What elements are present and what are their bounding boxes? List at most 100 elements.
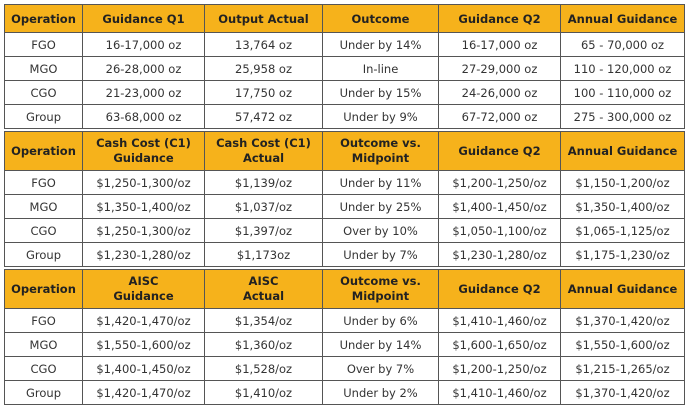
header-cell: Outcome bbox=[322, 4, 439, 33]
table-cell: $1,250-1,300/oz bbox=[82, 170, 205, 195]
table-cell: 27-29,000 oz bbox=[438, 56, 561, 81]
table-cell: Group bbox=[4, 242, 83, 267]
table-cell: 65 - 70,000 oz bbox=[560, 32, 685, 57]
table-cell: $1,370-1,420/oz bbox=[560, 308, 685, 333]
table-cell: $1,410-1,460/oz bbox=[438, 380, 561, 405]
guidance-table: Operation Guidance Q1 Output Actual Outc… bbox=[4, 4, 685, 405]
table-cell: 24-26,000 oz bbox=[438, 80, 561, 105]
table-cell: Over by 10% bbox=[322, 218, 439, 243]
header-row-aisc: Operation AISC Guidance AISC Actual Outc… bbox=[4, 269, 685, 309]
table-cell: $1,173oz bbox=[204, 242, 323, 267]
table-row: MGO $1,350-1,400/oz $1,037/oz Under by 2… bbox=[4, 194, 685, 219]
table-cell: $1,037/oz bbox=[204, 194, 323, 219]
table-row: FGO $1,250-1,300/oz $1,139/oz Under by 1… bbox=[4, 170, 685, 195]
table-cell: $1,230-1,280/oz bbox=[438, 242, 561, 267]
header-cell: AISC Actual bbox=[204, 269, 323, 309]
table-cell: 16-17,000 oz bbox=[82, 32, 205, 57]
table-cell: Under by 6% bbox=[322, 308, 439, 333]
table-cell: Under by 14% bbox=[322, 332, 439, 357]
table-cell: FGO bbox=[4, 32, 83, 57]
table-cell: Over by 7% bbox=[322, 356, 439, 381]
header-cell: Guidance Q2 bbox=[438, 131, 561, 171]
table-cell: Group bbox=[4, 380, 83, 405]
table-cell: 63-68,000 oz bbox=[82, 104, 205, 129]
table-cell: CGO bbox=[4, 80, 83, 105]
header-cell: Guidance Q2 bbox=[438, 4, 561, 33]
header-cell: Annual Guidance bbox=[560, 131, 685, 171]
header-cell: AISC Guidance bbox=[82, 269, 205, 309]
table-cell: $1,139/oz bbox=[204, 170, 323, 195]
table-cell: $1,230-1,280/oz bbox=[82, 242, 205, 267]
table-cell: $1,350-1,400/oz bbox=[560, 194, 685, 219]
header-cell: Cash Cost (C1) Actual bbox=[204, 131, 323, 171]
table-cell: $1,150-1,200/oz bbox=[560, 170, 685, 195]
table-row: MGO 26-28,000 oz 25,958 oz In-line 27-29… bbox=[4, 56, 685, 81]
table-row: MGO $1,550-1,600/oz $1,360/oz Under by 1… bbox=[4, 332, 685, 357]
table-cell: 110 - 120,000 oz bbox=[560, 56, 685, 81]
table-cell: $1,410-1,460/oz bbox=[438, 308, 561, 333]
table-cell: $1,354/oz bbox=[204, 308, 323, 333]
table-cell: $1,420-1,470/oz bbox=[82, 308, 205, 333]
table-cell: $1,550-1,600/oz bbox=[82, 332, 205, 357]
header-cell: Outcome vs. Midpoint bbox=[322, 131, 439, 171]
table-cell: $1,400-1,450/oz bbox=[82, 356, 205, 381]
table-cell: Under by 9% bbox=[322, 104, 439, 129]
table-row: Group $1,420-1,470/oz $1,410/oz Under by… bbox=[4, 380, 685, 405]
table-cell: $1,175-1,230/oz bbox=[560, 242, 685, 267]
table-cell: Under by 25% bbox=[322, 194, 439, 219]
header-cell: Annual Guidance bbox=[560, 4, 685, 33]
table-cell: CGO bbox=[4, 356, 83, 381]
header-row-output: Operation Guidance Q1 Output Actual Outc… bbox=[4, 4, 685, 33]
table-cell: $1,250-1,300/oz bbox=[82, 218, 205, 243]
table-row: CGO $1,400-1,450/oz $1,528/oz Over by 7%… bbox=[4, 356, 685, 381]
table-cell: $1,550-1,600/oz bbox=[560, 332, 685, 357]
table-cell: Under by 15% bbox=[322, 80, 439, 105]
header-cell: Guidance Q2 bbox=[438, 269, 561, 309]
table-cell: 25,958 oz bbox=[204, 56, 323, 81]
table-cell: MGO bbox=[4, 56, 83, 81]
table-row: Group 63-68,000 oz 57,472 oz Under by 9%… bbox=[4, 104, 685, 129]
table-cell: $1,065-1,125/oz bbox=[560, 218, 685, 243]
table-cell: 17,750 oz bbox=[204, 80, 323, 105]
header-cell: Operation bbox=[4, 269, 83, 309]
table-cell: $1,200-1,250/oz bbox=[438, 356, 561, 381]
table-cell: 275 - 300,000 oz bbox=[560, 104, 685, 129]
table-cell: Group bbox=[4, 104, 83, 129]
table-cell: Under by 7% bbox=[322, 242, 439, 267]
table-row: CGO $1,250-1,300/oz $1,397/oz Over by 10… bbox=[4, 218, 685, 243]
table-cell: $1,528/oz bbox=[204, 356, 323, 381]
guidance-tables: Operation Guidance Q1 Output Actual Outc… bbox=[4, 4, 685, 405]
table-cell: 67-72,000 oz bbox=[438, 104, 561, 129]
table-cell: $1,050-1,100/oz bbox=[438, 218, 561, 243]
table-cell: $1,397/oz bbox=[204, 218, 323, 243]
table-row: FGO 16-17,000 oz 13,764 oz Under by 14% … bbox=[4, 32, 685, 57]
header-row-cash-cost: Operation Cash Cost (C1) Guidance Cash C… bbox=[4, 131, 685, 171]
header-cell: Guidance Q1 bbox=[82, 4, 205, 33]
table-cell: $1,215-1,265/oz bbox=[560, 356, 685, 381]
table-cell: MGO bbox=[4, 194, 83, 219]
table-cell: $1,360/oz bbox=[204, 332, 323, 357]
header-cell: Cash Cost (C1) Guidance bbox=[82, 131, 205, 171]
table-cell: In-line bbox=[322, 56, 439, 81]
table-cell: Under by 2% bbox=[322, 380, 439, 405]
table-row: CGO 21-23,000 oz 17,750 oz Under by 15% … bbox=[4, 80, 685, 105]
table-cell: FGO bbox=[4, 308, 83, 333]
table-cell: $1,400-1,450/oz bbox=[438, 194, 561, 219]
table-cell: 21-23,000 oz bbox=[82, 80, 205, 105]
table-cell: $1,410/oz bbox=[204, 380, 323, 405]
table-row: Group $1,230-1,280/oz $1,173oz Under by … bbox=[4, 242, 685, 267]
table-cell: $1,420-1,470/oz bbox=[82, 380, 205, 405]
header-cell: Annual Guidance bbox=[560, 269, 685, 309]
table-cell: $1,200-1,250/oz bbox=[438, 170, 561, 195]
table-cell: CGO bbox=[4, 218, 83, 243]
header-cell: Operation bbox=[4, 4, 83, 33]
table-cell: Under by 14% bbox=[322, 32, 439, 57]
table-cell: $1,600-1,650/oz bbox=[438, 332, 561, 357]
table-cell: $1,350-1,400/oz bbox=[82, 194, 205, 219]
table-row: FGO $1,420-1,470/oz $1,354/oz Under by 6… bbox=[4, 308, 685, 333]
header-cell: Operation bbox=[4, 131, 83, 171]
header-cell: Outcome vs. Midpoint bbox=[322, 269, 439, 309]
table-cell: 13,764 oz bbox=[204, 32, 323, 57]
table-cell: 16-17,000 oz bbox=[438, 32, 561, 57]
table-cell: 26-28,000 oz bbox=[82, 56, 205, 81]
